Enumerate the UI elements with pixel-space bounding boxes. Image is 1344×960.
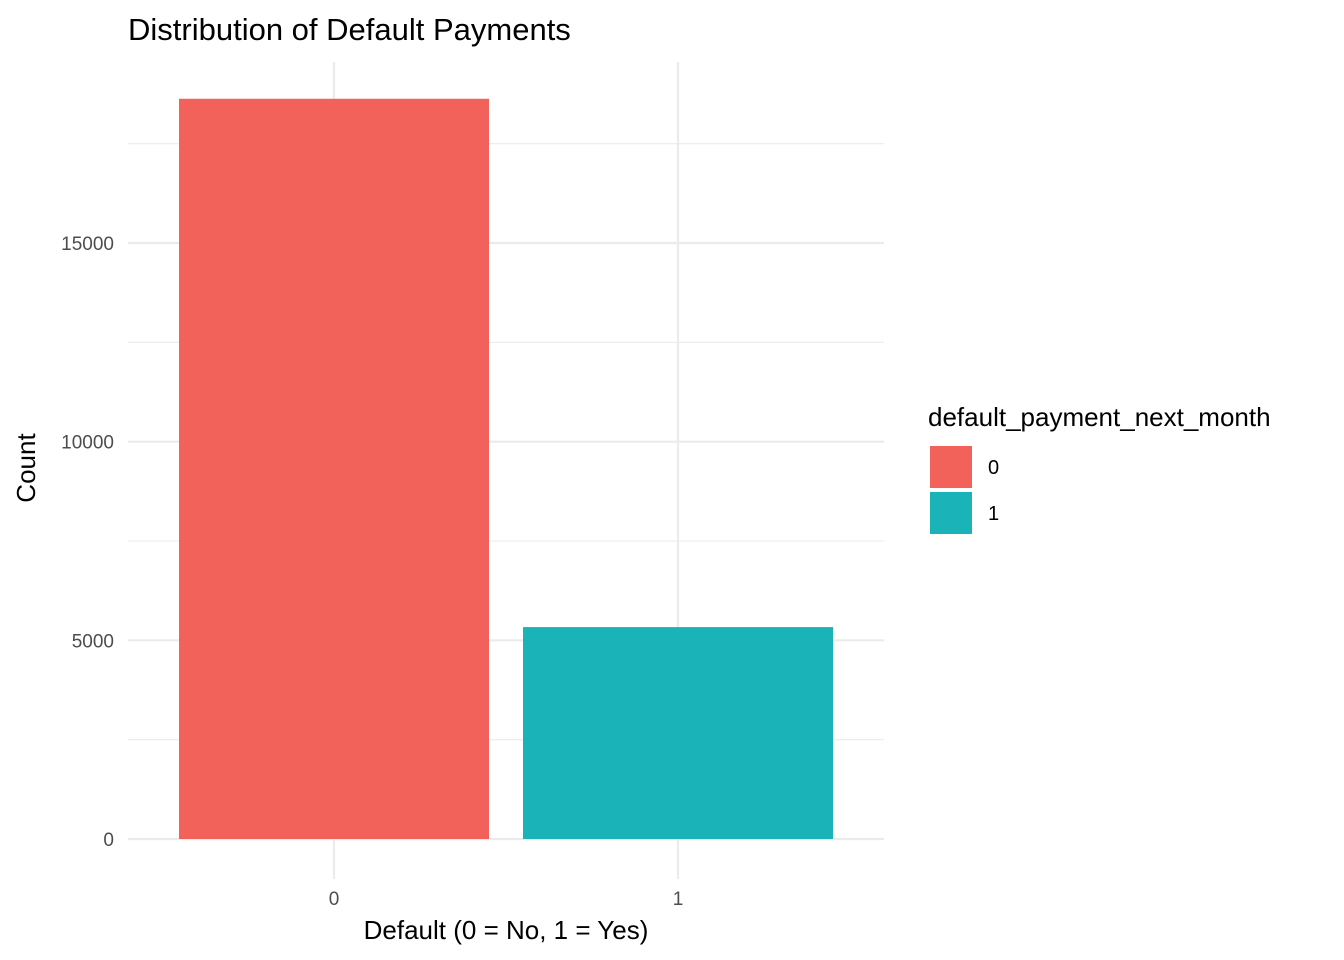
legend-key-1 (930, 492, 972, 534)
y-tick-label: 0 (103, 830, 114, 851)
legend-label-0: 0 (988, 457, 999, 479)
axis-ticks: 0 5000 10000 15000 0 1 (61, 234, 683, 910)
legend-label-1: 1 (988, 503, 999, 525)
x-tick-label: 0 (329, 889, 340, 910)
bars (179, 98, 833, 839)
x-tick-label: 1 (673, 889, 684, 910)
x-axis-title: Default (0 = No, 1 = Yes) (364, 915, 649, 945)
bar-1 (523, 627, 833, 839)
chart-title: Distribution of Default Payments (128, 12, 571, 47)
legend-key-0 (930, 446, 972, 488)
y-tick-label: 10000 (61, 433, 114, 454)
bar-0 (179, 98, 489, 839)
y-tick-label: 15000 (61, 234, 114, 255)
y-tick-label: 5000 (72, 631, 114, 652)
y-axis-title: Count (11, 433, 41, 503)
legend-title: default_payment_next_month (928, 402, 1271, 432)
legend: default_payment_next_month 0 1 (928, 402, 1271, 534)
